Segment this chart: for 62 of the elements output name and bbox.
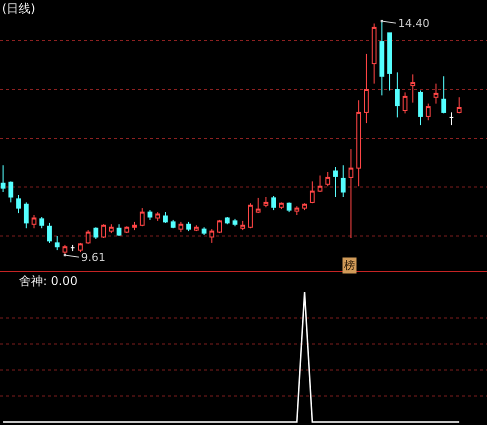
candlestick bbox=[0, 164, 6, 193]
candlestick bbox=[8, 180, 14, 203]
annotation: 9.61 bbox=[81, 251, 106, 264]
candlestick bbox=[310, 180, 315, 204]
candlestick bbox=[140, 208, 145, 227]
candlestick bbox=[178, 221, 184, 233]
candlestick bbox=[340, 164, 346, 198]
candlestick bbox=[78, 242, 83, 253]
candlestick bbox=[426, 103, 431, 121]
candlestick bbox=[402, 92, 408, 114]
candlestick bbox=[456, 96, 462, 114]
candlestick bbox=[278, 202, 284, 210]
candlestick bbox=[248, 202, 253, 229]
candlestick bbox=[387, 32, 392, 91]
candlestick bbox=[224, 216, 230, 225]
candlestick bbox=[86, 230, 91, 244]
candlestick bbox=[394, 72, 400, 118]
candlestick bbox=[16, 194, 21, 214]
candlestick bbox=[256, 197, 261, 214]
chart-title: (日线) bbox=[2, 1, 36, 16]
candlestick bbox=[202, 226, 206, 236]
candlestick bbox=[364, 53, 369, 124]
candlestick bbox=[217, 219, 222, 234]
candlestick bbox=[333, 166, 338, 198]
candlestick bbox=[286, 202, 292, 213]
candlestick bbox=[32, 214, 36, 229]
candlestick bbox=[318, 174, 322, 193]
chart-title: 舍神: 0.00 bbox=[19, 274, 78, 288]
candlestick bbox=[155, 212, 160, 222]
candlestick bbox=[108, 224, 114, 234]
candlestick bbox=[186, 221, 192, 232]
text: 榜 bbox=[344, 259, 355, 272]
candlestick bbox=[356, 100, 362, 187]
candlestick bbox=[410, 74, 416, 104]
candlestick bbox=[132, 221, 137, 231]
candlestick bbox=[240, 220, 246, 231]
annotation: 14.40 bbox=[398, 17, 430, 30]
candlestick bbox=[163, 212, 168, 224]
candlestick bbox=[441, 76, 446, 114]
candlestick bbox=[348, 148, 354, 238]
candlestick bbox=[294, 206, 300, 216]
candlestick bbox=[418, 90, 423, 126]
candlestick bbox=[194, 224, 199, 232]
candlestick bbox=[24, 202, 29, 229]
candlestick bbox=[148, 210, 152, 220]
candlestick bbox=[54, 236, 60, 251]
candlestick bbox=[39, 216, 44, 229]
candlestick bbox=[264, 196, 268, 208]
candlestick bbox=[325, 172, 330, 187]
candlestick bbox=[302, 202, 307, 211]
candlestick bbox=[70, 244, 76, 252]
candlestick bbox=[449, 112, 454, 126]
candlestick bbox=[124, 226, 130, 234]
candlestick bbox=[372, 23, 377, 84]
candlestick bbox=[271, 195, 276, 211]
candlestick bbox=[116, 224, 122, 237]
candlestick bbox=[47, 222, 52, 244]
candlestick bbox=[101, 224, 106, 238]
candlestick bbox=[93, 226, 98, 240]
candlestick bbox=[434, 83, 438, 104]
candlestick bbox=[232, 218, 238, 227]
candlestick bbox=[209, 228, 214, 244]
